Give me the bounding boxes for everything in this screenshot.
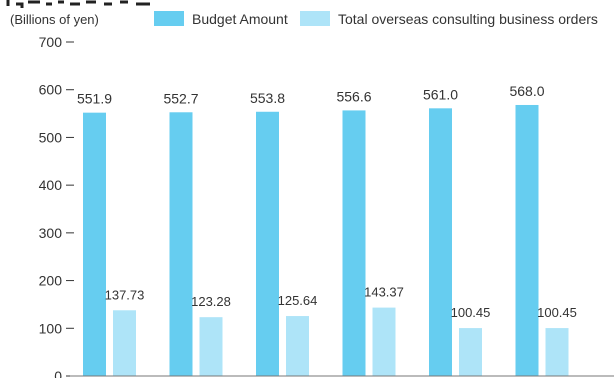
budget-amount-bar-3 <box>256 111 279 376</box>
data-labels-group: 551.9 552.7 553.8 556.6 561.0 568.0 137.73 123.… <box>77 83 577 320</box>
legend-swatch-budget-amount <box>154 11 184 26</box>
overseas-orders-value-label-6: 100.45 <box>537 305 577 320</box>
budget-amount-bar-6 <box>515 104 539 377</box>
overseas-orders-value-label-5: 100.45 <box>451 305 491 320</box>
legend-label-overseas-consulting-orders: Total overseas consulting business order… <box>338 11 598 27</box>
y-tick-label-500: 500 <box>39 129 63 145</box>
budget-amount-bar-1 <box>83 112 106 376</box>
budget-amount-value-label-3: 553.8 <box>250 90 285 106</box>
overseas-orders-value-label-4: 143.37 <box>364 285 404 300</box>
overseas-orders-bar-5 <box>459 328 482 376</box>
y-tick-label-100: 100 <box>39 320 63 336</box>
overseas-orders-bar-1 <box>113 310 136 376</box>
overseas-orders-value-label-2: 123.28 <box>191 294 231 309</box>
clipped-title-fragment <box>6 0 150 8</box>
budget-amount-bar-2 <box>169 112 193 376</box>
bars-group <box>83 104 569 377</box>
y-axis: 0 100 200 300 400 500 600 700 <box>39 34 74 378</box>
legend: Budget Amount Total overseas consulting … <box>154 11 598 27</box>
overseas-orders-value-label-1: 137.73 <box>105 287 145 302</box>
budget-amount-value-label-5: 561.0 <box>423 86 458 102</box>
y-tick-label-200: 200 <box>39 273 63 289</box>
overseas-orders-bar-2 <box>199 317 223 376</box>
legend-swatch-overseas-consulting-orders <box>300 11 330 26</box>
y-tick-label-400: 400 <box>39 177 63 193</box>
overseas-orders-value-label-3: 125.64 <box>278 293 318 308</box>
budget-amount-value-label-6: 568.0 <box>509 83 544 99</box>
overseas-orders-bar-6 <box>545 328 569 376</box>
overseas-orders-bar-3 <box>286 316 309 376</box>
y-tick-label-600: 600 <box>39 82 63 98</box>
y-axis-unit-label: (Billions of yen) <box>10 12 99 27</box>
legend-label-budget-amount: Budget Amount <box>192 11 288 27</box>
budget-amount-value-label-1: 551.9 <box>77 91 112 107</box>
y-tick-label-700: 700 <box>39 34 63 50</box>
budget-amount-bar-5 <box>429 108 452 376</box>
budget-amount-value-label-4: 556.6 <box>336 88 371 104</box>
y-tick-label-300: 300 <box>39 225 63 241</box>
y-tick-label-0: 0 <box>54 368 62 378</box>
budget-amount-bar-4 <box>342 110 366 376</box>
budget-amount-value-label-2: 552.7 <box>163 90 198 106</box>
overseas-orders-bar-4 <box>372 307 396 376</box>
